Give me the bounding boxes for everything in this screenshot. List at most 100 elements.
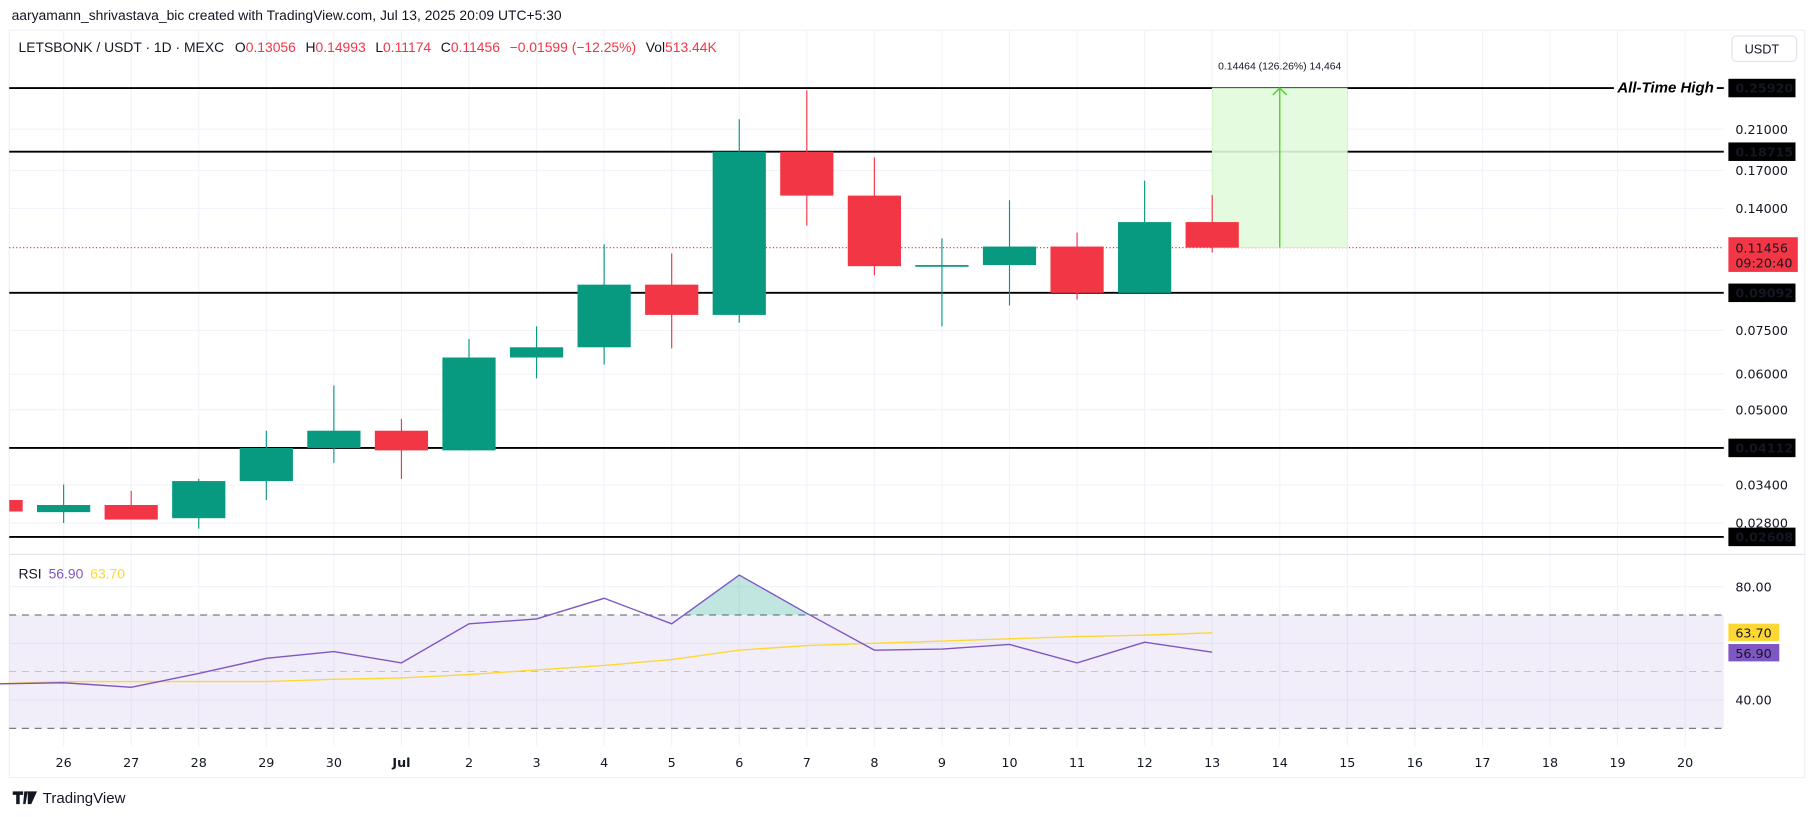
price-tick-label: 0.07500: [1735, 323, 1788, 338]
date-tick-label: 12: [1137, 755, 1153, 770]
date-tick-label: Jul: [391, 755, 410, 770]
arrow-up-icon: [1272, 87, 1288, 96]
rsi-ma-badge-label: 63.70: [1735, 625, 1771, 640]
date-tick-label: 10: [1001, 755, 1017, 770]
date-tick-label: 18: [1542, 755, 1558, 770]
level-price-label: 0.02608: [1735, 530, 1793, 545]
date-tick-label: 7: [803, 755, 811, 770]
candle: [37, 484, 91, 524]
last-price-label: 0.11456: [1735, 240, 1788, 255]
candle-body: [982, 246, 1037, 266]
currency-label: USDT: [1745, 41, 1780, 56]
rsi-pane: RSI 56.90 63.70: [0, 566, 1724, 729]
symbol-label: LETSBONK / USDT · 1D · MEXC: [19, 39, 225, 55]
candle: [982, 200, 1037, 306]
change-value: −0.01599 (−12.25%): [510, 39, 637, 55]
date-axis[interactable]: 26 27 28 29 30 Jul 2 3 4 5 6 7 8 9 10 11 12 13 14 15 16 17 18 1…: [56, 755, 1694, 770]
open-label: O: [235, 39, 246, 55]
candle-body: [645, 284, 699, 315]
price-tick-label: 0.17000: [1735, 163, 1788, 178]
level-price-badge: [1728, 527, 1796, 547]
rsi-ma-line: [0, 632, 1213, 685]
price-axis[interactable]: 0.21000 0.17000 0.14000 0.07500 0.06000 0.050…: [1728, 78, 1798, 708]
open-value: 0.13056: [246, 39, 296, 55]
candle-body: [915, 265, 969, 267]
level-price-label: 0.25920: [1735, 81, 1793, 96]
candle-body: [172, 481, 226, 519]
candle-body: [847, 195, 901, 267]
tradingview-logo-text: TradingView: [43, 790, 126, 807]
candle-body: [1050, 246, 1104, 293]
date-tick-label: 8: [870, 755, 878, 770]
price-tick-label: 0.02800: [1735, 516, 1788, 531]
tradingview-logo[interactable]: TradingView: [12, 790, 126, 807]
currency-button[interactable]: USDT: [1731, 35, 1798, 63]
rsi-value: 56.90: [49, 566, 84, 582]
date-tick-label: 5: [668, 755, 676, 770]
date-tick-label: 14: [1272, 755, 1288, 770]
date-tick-label: 26: [56, 755, 72, 770]
volume-label: Vol: [646, 39, 665, 55]
date-tick-label: 27: [123, 755, 139, 770]
date-tick-label: 16: [1407, 755, 1423, 770]
date-tick-label: 30: [326, 755, 342, 770]
date-tick-label: 3: [533, 755, 541, 770]
measure-label: 0.14464 (126.26%) 14,464: [1218, 62, 1341, 73]
candle: [307, 385, 361, 463]
date-tick-label: 15: [1339, 755, 1355, 770]
tradingview-logo-icon: [12, 791, 38, 805]
candle-body: [104, 505, 158, 520]
price-tick-label: 0.05000: [1735, 402, 1788, 417]
low-label: L: [375, 39, 383, 55]
high-value: 0.14993: [316, 39, 366, 55]
candle-body: [9, 499, 23, 512]
candle-body: [780, 151, 834, 196]
candle: [1118, 180, 1172, 293]
candle: [509, 326, 564, 379]
candle: [9, 499, 23, 512]
legend-ohlc: LETSBONK / USDT · 1D · MEXC O0.13056 H0.…: [19, 39, 718, 55]
candle: [1185, 195, 1239, 253]
rsi-legend: RSI 56.90 63.70: [19, 566, 126, 582]
candle: [645, 253, 699, 349]
date-tick-label: 9: [938, 755, 946, 770]
measure-tool[interactable]: 0.14464 (126.26%) 14,464: [1211, 62, 1348, 248]
volume-value: 513.44K: [665, 39, 717, 55]
candles: [9, 90, 1239, 529]
last-price-badge: [1728, 237, 1798, 272]
candle-body: [577, 284, 631, 348]
date-tick-label: 17: [1474, 755, 1490, 770]
candle-body: [1118, 222, 1172, 293]
level-price-badge: [1728, 438, 1796, 458]
candle: [1050, 232, 1104, 300]
date-tick-label: 2: [465, 755, 473, 770]
close-label: C: [441, 39, 451, 55]
date-tick-label: 11: [1069, 755, 1085, 770]
price-tick-label: 0.06000: [1735, 367, 1788, 382]
grid: [9, 30, 1805, 747]
level-price-badge: [1728, 142, 1796, 161]
date-tick-label: 20: [1677, 755, 1693, 770]
candle-body: [509, 347, 564, 358]
candle: [577, 244, 631, 365]
level-price-label: 0.09092: [1735, 285, 1793, 300]
candle: [104, 490, 158, 520]
low-value: 0.11174: [383, 39, 431, 55]
candle-body: [712, 151, 766, 315]
candle: [239, 430, 293, 500]
rsi-tick-label: 80.00: [1735, 579, 1771, 594]
candle-body: [239, 447, 293, 482]
candle-body: [37, 505, 91, 513]
candle: [712, 119, 766, 323]
price-tick-label: 0.14000: [1735, 201, 1788, 216]
price-tick-label: 0.03400: [1735, 478, 1788, 493]
level-price-badge: [1728, 78, 1796, 98]
candle-body: [1185, 222, 1239, 248]
rsi-badge: [1728, 644, 1780, 662]
date-tick-label: 28: [191, 755, 207, 770]
date-tick-label: 13: [1204, 755, 1220, 770]
date-tick-label: 29: [258, 755, 274, 770]
price-tick-label: 0.21000: [1735, 122, 1788, 137]
candle-body: [442, 357, 496, 451]
